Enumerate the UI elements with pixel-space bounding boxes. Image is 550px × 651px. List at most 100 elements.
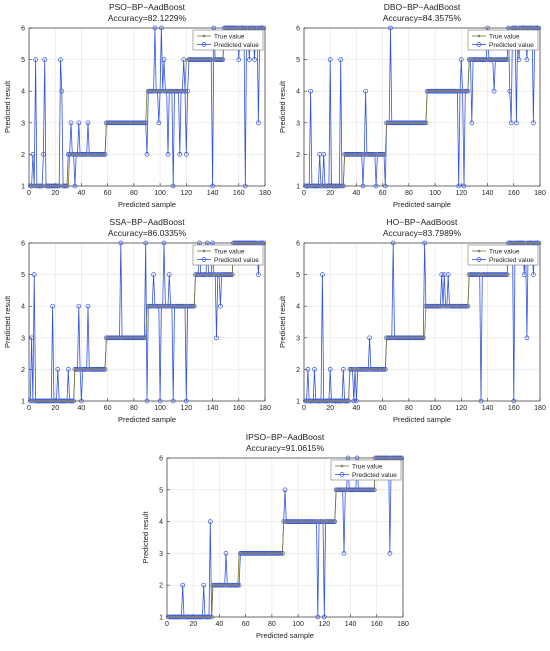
legend-box [330,459,402,481]
predicted-point [29,335,34,341]
y-tick-label: 3 [159,551,163,558]
predicted-line [305,242,539,402]
y-tick-label: 2 [296,367,300,374]
predicted-point [143,240,149,246]
predicted-point [50,303,55,309]
predicted-point [65,367,71,372]
predicted-point [256,120,261,126]
legend-true-label: True value [214,34,245,41]
predicted-point [58,57,63,62]
predicted-point [327,367,333,372]
predicted-point [72,183,78,189]
true-point [183,90,187,93]
true-point [236,584,239,587]
predicted-point [30,152,36,157]
predicted-point [152,25,158,31]
predicted-point [338,57,344,62]
x-tick-label: 40 [216,621,224,628]
predicted-line [29,242,264,402]
x-tick-label: 0 [27,405,31,412]
series-true [304,26,540,188]
x-tick-label: 80 [130,405,138,412]
x-tick-label: 60 [379,405,387,412]
predicted-point [165,152,171,157]
true-point [423,336,426,339]
true-point [424,121,427,124]
legend-true-marker [202,249,206,253]
true-point [384,368,387,371]
x-tick-label: 60 [104,190,112,197]
chart-ssa: SSA−BP−AadBoost Accuracy=86.0335% 0 20 40 60 8… [0,215,275,430]
chart-subtitle: Accuracy=91.0615% [246,443,325,453]
y-tick-label: 1 [21,399,25,406]
chart-title: HO−BP−AadBoost [387,217,459,227]
predicted-point [516,57,522,62]
predicted-point [180,582,186,588]
y-tick-label: 5 [21,272,25,279]
true-point [506,273,509,276]
y-tick-label: 1 [159,615,163,622]
legend-predicted-marker [476,42,482,47]
legend-box [192,29,264,51]
predicted-point [157,398,163,404]
predicted-point [373,183,379,189]
y-tick-label: 4 [159,519,163,526]
predicted-point [207,519,213,524]
true-point [506,58,509,61]
x-tick-label: 140 [207,405,219,412]
predicted-point [321,152,327,157]
true-point [144,336,147,339]
true-point [67,184,70,188]
chart-title: PSO−BP−AadBoost [109,2,186,12]
predicted-point [76,303,82,309]
legend-true-marker [202,34,206,38]
x-tick-label: 120 [180,190,192,197]
predicted-point [524,335,530,341]
x-tick-label: 20 [189,621,197,628]
predicted-point [354,398,359,404]
plot-frame [303,242,541,402]
x-tick-label: 100 [154,405,166,412]
chart-ho: HO−BP−AadBoost Accuracy=83.7989% 0 20 40 60 80… [275,215,550,430]
legend-true-label: True value [352,464,383,471]
x-tick-label: 160 [508,190,520,197]
y-tick-label: 6 [21,26,25,33]
predicted-point [218,303,223,309]
y-tick-label: 4 [21,304,25,311]
predicted-point [161,57,167,62]
predicted-point [282,487,288,493]
true-point [103,153,107,156]
predicted-point [144,152,150,157]
x-tick-label: 40 [353,190,361,197]
predicted-point [151,272,156,277]
predicted-point [388,25,393,31]
true-point [333,520,336,523]
y-tick-label: 5 [21,57,25,64]
predicted-point [531,272,536,277]
y-tick-label: 5 [159,487,163,494]
predicted-point [236,57,242,62]
legend-predicted-marker [201,257,207,262]
series-true [29,26,265,188]
y-tick-label: 6 [296,241,300,248]
x-tick-label: 120 [455,190,467,197]
legend-box [192,244,264,266]
predicted-point [85,120,91,126]
predicted-point [183,398,189,404]
predicted-point [511,398,517,404]
predicted-point [445,272,451,277]
predicted-point [360,183,366,189]
predicted-point [507,88,513,94]
predicted-point [214,335,219,341]
predicted-point [144,398,150,404]
chart-ipso: IPSO−BP−AadBoost Accuracy=91.0615% 0 20 40 60… [138,430,413,646]
predicted-point [531,120,536,126]
true-point [400,456,403,460]
chart-pso: PSO−BP−AadBoost Accuracy=82.1229% 0 20 40 60 8… [0,0,275,215]
true-point [193,305,196,308]
true-point [221,58,225,61]
chart-title: IPSO−BP−AadBoost [246,432,325,442]
x-tick-label: 40 [353,405,361,412]
